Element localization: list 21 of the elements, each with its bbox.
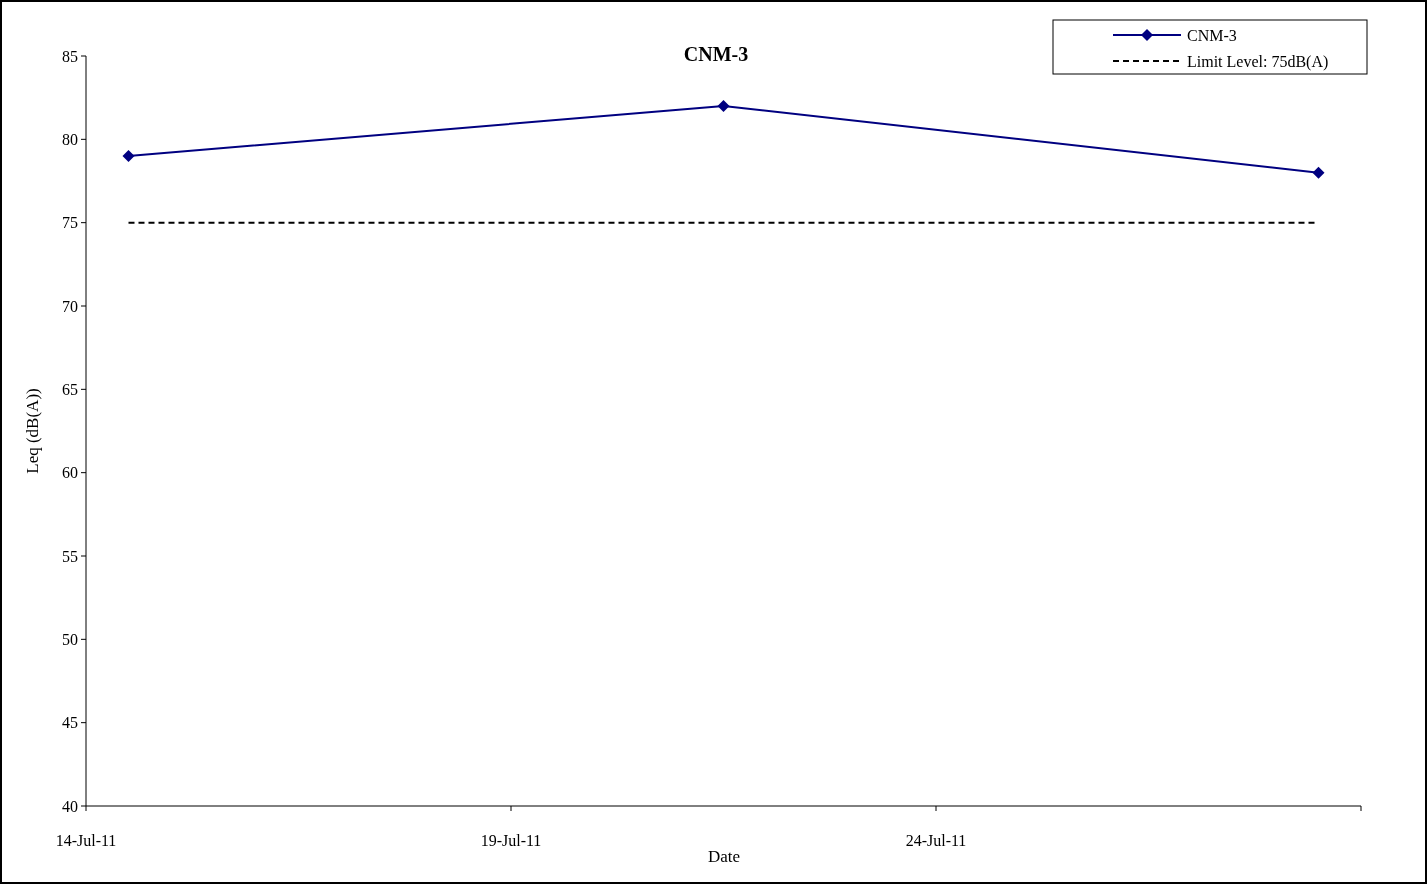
y-tick-label: 70 (62, 297, 78, 315)
y-tick-label: 45 (62, 714, 78, 732)
y-tick-label: 55 (62, 547, 78, 565)
y-tick-label: 60 (62, 464, 78, 482)
y-tick-label: 75 (62, 214, 78, 232)
y-axis-title: Leq (dB(A)) (23, 388, 42, 474)
chart-title: CNM-3 (683, 43, 749, 65)
legend-label: Limit Level: 75dB(A) (1187, 52, 1329, 71)
y-tick-label: 85 (62, 47, 78, 65)
legend-label: CNM-3 (1187, 26, 1237, 44)
y-tick-label: 80 (62, 130, 78, 148)
point (717, 100, 730, 112)
x-axis-title: Date (707, 847, 741, 866)
y-tick-label: 40 (62, 797, 78, 815)
x-tick-label: 24-Jul-11 (905, 832, 967, 849)
point (122, 150, 135, 162)
point (1312, 166, 1325, 179)
y-tick-label: 65 (62, 380, 78, 398)
x-tick-label: 14-Jul-11 (55, 832, 117, 849)
x-tick-label: 19-Jul-11 (480, 832, 542, 849)
y-tick-label: 50 (62, 630, 78, 648)
